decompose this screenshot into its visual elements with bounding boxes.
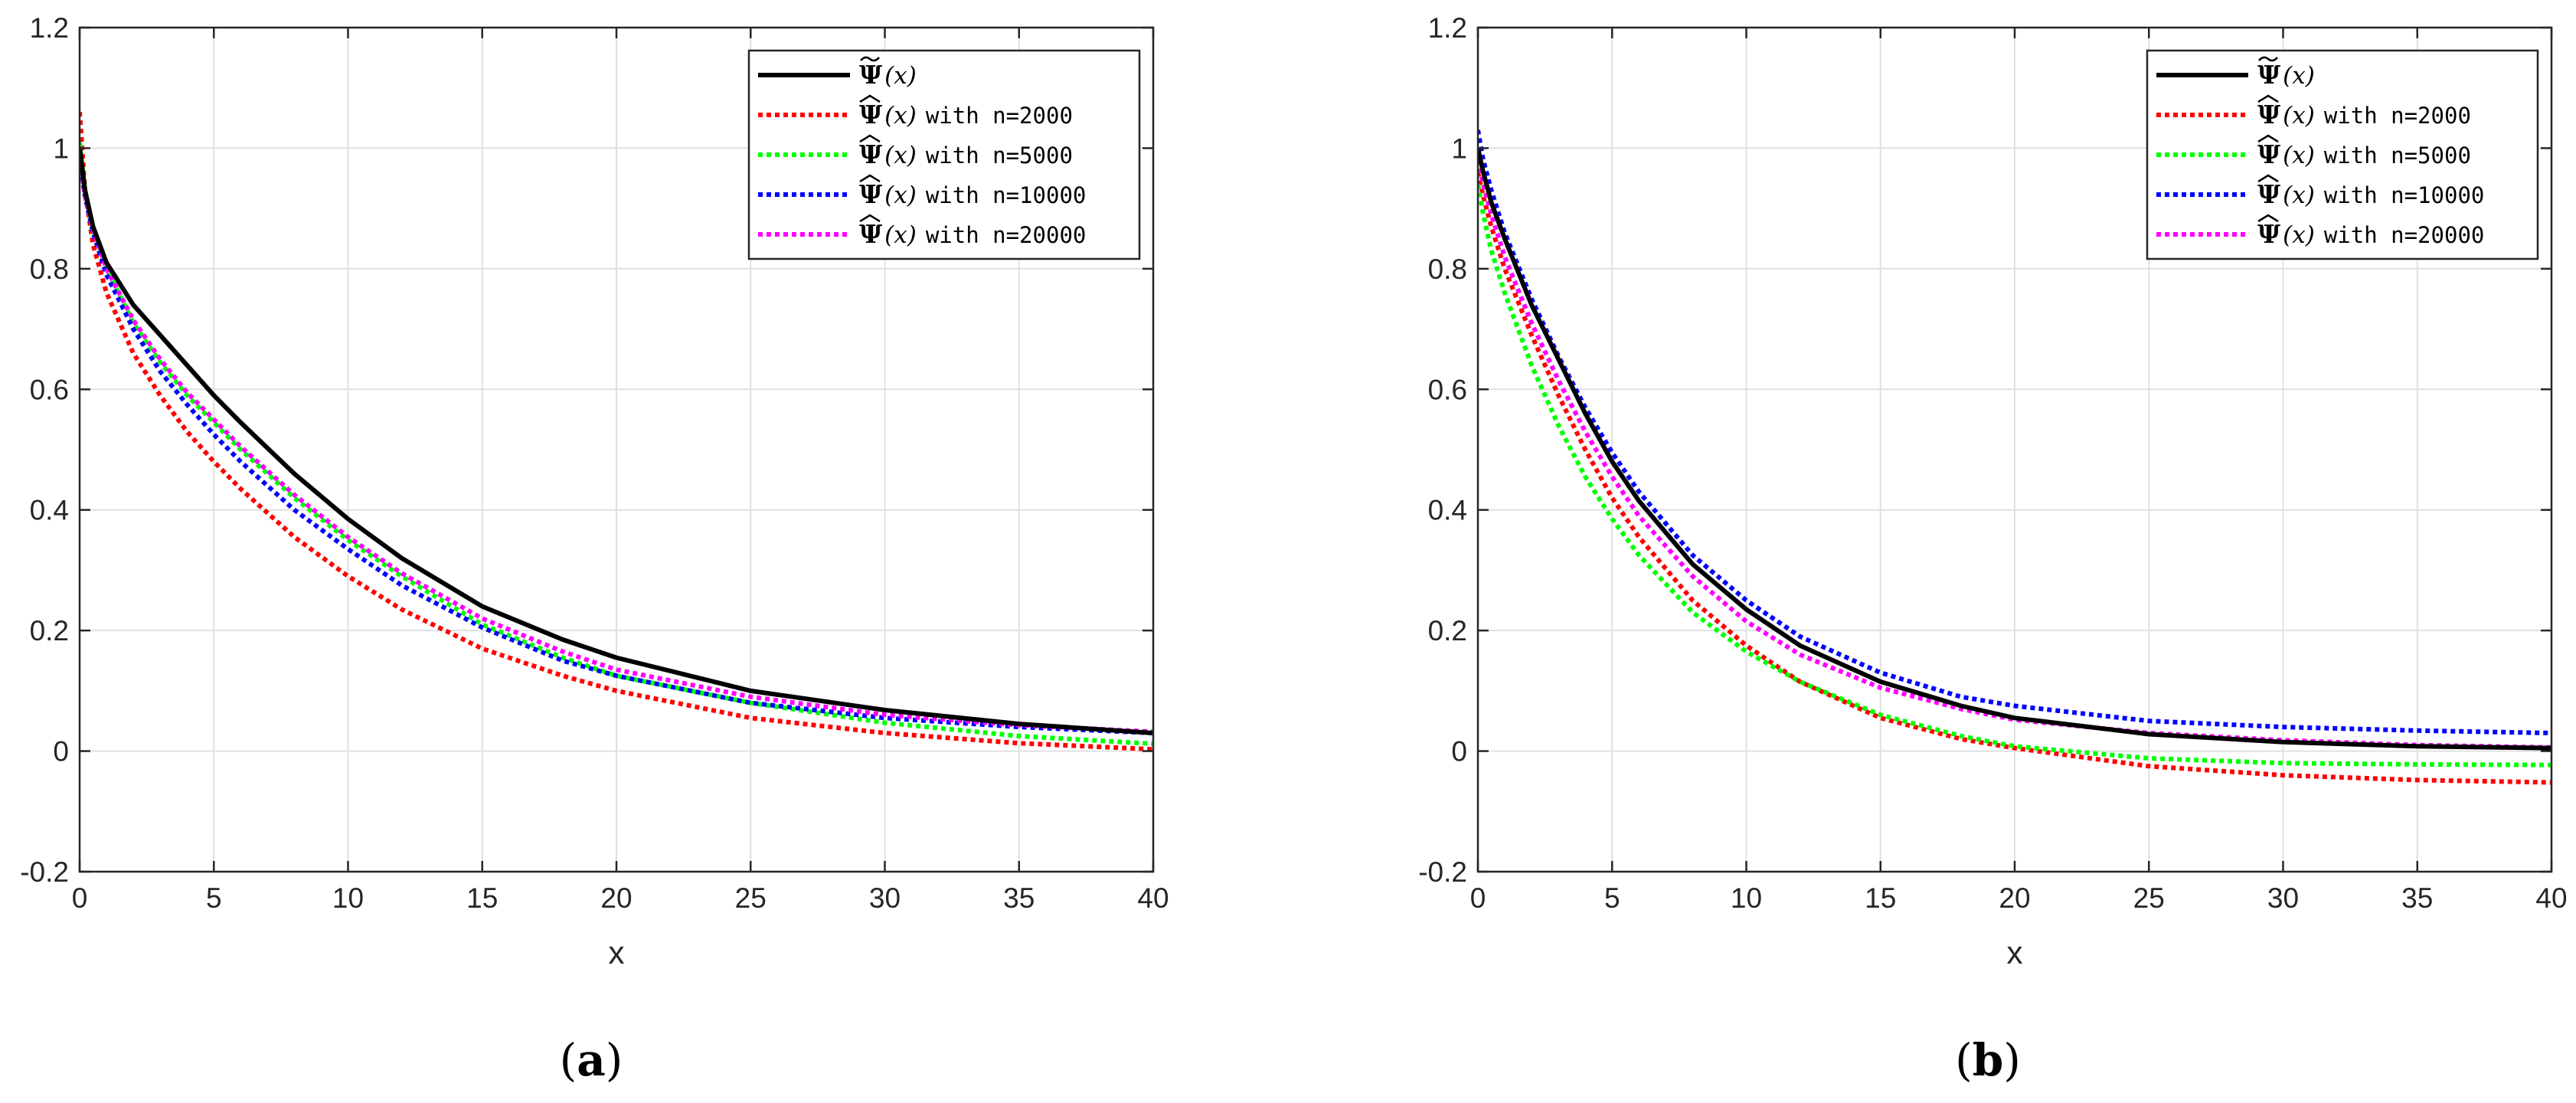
series-line-3 [1478, 129, 2551, 735]
legend-symbol: Ψ [2257, 179, 2280, 209]
hat-accent [859, 174, 881, 183]
y-tick-label: -0.2 [20, 856, 69, 888]
y-tick-label: 0.8 [30, 254, 69, 285]
y-tick-label: 0.6 [1428, 374, 1467, 405]
legend-suffix: with n=5000 [2324, 142, 2471, 169]
x-tick-label: 0 [1470, 882, 1486, 914]
x-tick-label: 25 [735, 882, 767, 914]
legend-symbol: Ψ [859, 60, 882, 90]
panel-label-a: (a) [559, 1034, 623, 1086]
y-tick-label: 0.8 [1428, 254, 1467, 285]
x-tick-label: 0 [72, 882, 88, 914]
panel-label-b: (b) [1955, 1034, 2021, 1086]
series-line-4 [80, 153, 1153, 735]
legend-symbol: Ψ [859, 219, 882, 249]
legend-symbol: Ψ [859, 139, 882, 169]
legend-label: Ψ(x) with n=2000 [2257, 100, 2471, 129]
chart-panel-a: 0 5 10 15 20 25 30 35 40-0.200.20.40.60.811.2xΨ(… [20, 12, 1169, 970]
series-line-4 [1478, 159, 2551, 750]
hat-accent [2257, 94, 2279, 103]
y-tick-label: 0.4 [30, 495, 69, 526]
legend-label: Ψ(x) with n=10000 [859, 179, 1086, 209]
x-tick-label: 20 [600, 882, 632, 914]
x-tick-label: 15 [466, 882, 498, 914]
legend-symbol: Ψ [859, 100, 882, 129]
x-tick-label: 30 [869, 882, 901, 914]
x-tick-label: 40 [1137, 882, 1169, 914]
x-tick-label: 5 [206, 882, 222, 914]
hat-accent [2257, 174, 2279, 183]
legend-label: Ψ(x) with n=20000 [859, 219, 1086, 249]
hat-accent [859, 214, 881, 223]
y-tick-label: 0 [53, 736, 69, 768]
series-line-0 [1478, 147, 2551, 751]
tilde-accent [860, 56, 880, 62]
legend: Ψ(x) Ψ(x) with n=2000 Ψ(x) with n=5000 Ψ(x) wi… [2146, 49, 2539, 260]
y-tick-label: 1.2 [1428, 12, 1467, 44]
legend-symbol: Ψ [2257, 139, 2280, 169]
y-tick-label: 0.4 [1428, 495, 1467, 526]
x-tick-label: 15 [1865, 882, 1896, 914]
x-axis-label: x [2007, 934, 2023, 970]
legend-suffix: with n=5000 [926, 142, 1073, 169]
y-tick-label: 1 [1451, 133, 1467, 164]
x-tick-label: 35 [1003, 882, 1035, 914]
legend-symbol: Ψ [2257, 219, 2280, 249]
legend-suffix: with n=20000 [926, 222, 1087, 248]
legend-label: Ψ(x) with n=2000 [859, 100, 1073, 129]
y-tick-label: 0 [1451, 736, 1467, 768]
y-tick-label: 0.2 [30, 615, 69, 646]
series-line-0 [80, 148, 1153, 735]
x-tick-label: 25 [2133, 882, 2165, 914]
x-tick-label: 30 [2267, 882, 2299, 914]
legend-symbol: Ψ [2257, 60, 2280, 90]
legend-box [2146, 49, 2539, 260]
series-line-2 [1478, 184, 2551, 768]
x-tick-label: 10 [1731, 882, 1762, 914]
legend-label: Ψ(x) with n=20000 [2257, 219, 2484, 249]
legend-label: Ψ(x) with n=5000 [2257, 139, 2471, 169]
hat-accent [859, 134, 881, 143]
legend-label: Ψ(x) [2257, 60, 2315, 90]
legend-suffix: with n=2000 [926, 103, 1073, 129]
legend: Ψ(x) Ψ(x) with n=2000 Ψ(x) with n=5000 Ψ(x) wi… [747, 49, 1141, 260]
x-tick-label: 5 [1604, 882, 1620, 914]
series-group [80, 111, 1153, 752]
legend-label: Ψ(x) with n=10000 [2257, 179, 2484, 209]
y-tick-label: 0.6 [30, 374, 69, 405]
legend-box [747, 49, 1141, 260]
y-tick-label: -0.2 [1418, 856, 1467, 888]
x-tick-label: 10 [332, 882, 364, 914]
x-axis-label: x [609, 934, 625, 970]
legend-suffix: with n=10000 [926, 182, 1087, 208]
legend-label: Ψ(x) with n=5000 [859, 139, 1073, 169]
chart-panel-b: 0 5 10 15 20 25 30 35 40-0.200.20.40.60.811.2xΨ(… [1418, 12, 2567, 970]
hat-accent [859, 94, 881, 103]
legend-suffix: with n=2000 [2324, 103, 2471, 129]
hat-accent [2257, 134, 2279, 143]
legend-symbol: Ψ [859, 179, 882, 209]
x-tick-label: 40 [2535, 882, 2567, 914]
legend-symbol: Ψ [2257, 100, 2280, 129]
legend-label: Ψ(x) [859, 60, 917, 90]
y-tick-label: 0.2 [1428, 615, 1467, 646]
x-tick-label: 20 [1999, 882, 2030, 914]
y-tick-label: 1 [53, 133, 69, 164]
series-line-1 [1478, 172, 2551, 785]
series-line-3 [80, 159, 1153, 735]
legend-suffix: with n=20000 [2324, 222, 2485, 248]
y-tick-label: 1.2 [30, 12, 69, 44]
series-group [1478, 129, 2551, 785]
x-tick-label: 35 [2401, 882, 2433, 914]
legend-suffix: with n=10000 [2324, 182, 2485, 208]
hat-accent [2257, 214, 2279, 223]
tilde-accent [2258, 56, 2278, 62]
